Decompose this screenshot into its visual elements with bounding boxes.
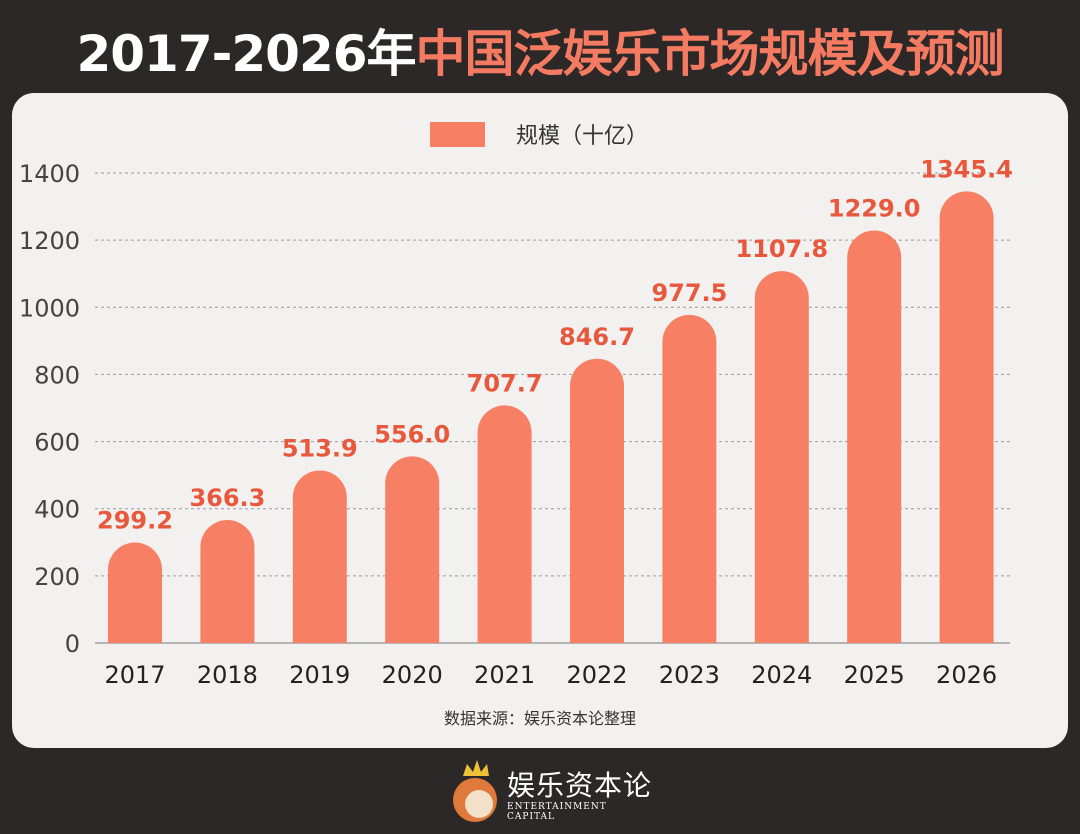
x-tick-label: 2023 (659, 661, 720, 689)
x-tick-label: 2021 (474, 661, 535, 689)
y-tick-label: 400 (34, 496, 80, 524)
source-note: 数据来源：娱乐资本论整理 (444, 709, 636, 728)
bar-2019 (292, 470, 347, 643)
data-label: 513.9 (282, 434, 358, 462)
y-tick-label: 1000 (19, 294, 80, 322)
x-tick-label: 2022 (566, 661, 627, 689)
y-tick-label: 800 (34, 361, 80, 389)
logo-subtitle: ENTERTAINMENT CAPITAL (507, 802, 607, 822)
x-tick-label: 2024 (751, 661, 812, 689)
bar-2018 (200, 520, 255, 643)
legend-swatch (430, 122, 485, 147)
bar-2020 (385, 456, 440, 643)
bar-2017 (108, 542, 162, 643)
y-tick-label: 200 (34, 563, 80, 591)
y-tick-label: 1400 (19, 160, 80, 188)
bar-2023 (662, 314, 717, 643)
bar-2021 (477, 405, 532, 643)
x-tick-label: 2020 (382, 661, 443, 689)
page-title: 2017-2026年中国泛娱乐市场规模及预测 (0, 14, 1080, 86)
legend-label: 规模（十亿） (516, 124, 648, 149)
data-label: 1345.4 (920, 155, 1013, 183)
logo-name: 娱乐资本论 (507, 769, 653, 802)
data-label: 977.5 (651, 279, 727, 307)
x-tick-label: 2026 (936, 661, 997, 689)
x-tick-label: 2018 (197, 661, 258, 689)
bar-2025 (847, 230, 902, 643)
x-tick-label: 2017 (104, 661, 165, 689)
title-years: 2017-2026年 (76, 25, 416, 83)
data-label: 1107.8 (735, 235, 828, 263)
y-tick-label: 1200 (19, 227, 80, 255)
y-tick-label: 600 (34, 429, 80, 457)
data-label: 846.7 (559, 323, 635, 351)
y-tick-label: 0 (65, 630, 80, 658)
x-tick-label: 2019 (289, 661, 350, 689)
brand-logo: 娱乐资本论 ENTERTAINMENT CAPITAL (447, 756, 657, 826)
bar-2024 (754, 271, 809, 643)
title-main: 中国泛娱乐市场规模及预测 (415, 25, 1005, 83)
data-label: 556.0 (374, 420, 450, 448)
data-label: 1229.0 (828, 194, 921, 222)
x-tick-label: 2025 (844, 661, 905, 689)
data-label: 366.3 (189, 484, 265, 512)
bar-2026 (939, 191, 994, 643)
legend: 规模（十亿） (430, 122, 648, 149)
data-label: 299.2 (97, 507, 173, 535)
data-label: 707.7 (467, 369, 543, 397)
bar-2022 (570, 358, 624, 643)
mascot-icon (453, 760, 497, 822)
